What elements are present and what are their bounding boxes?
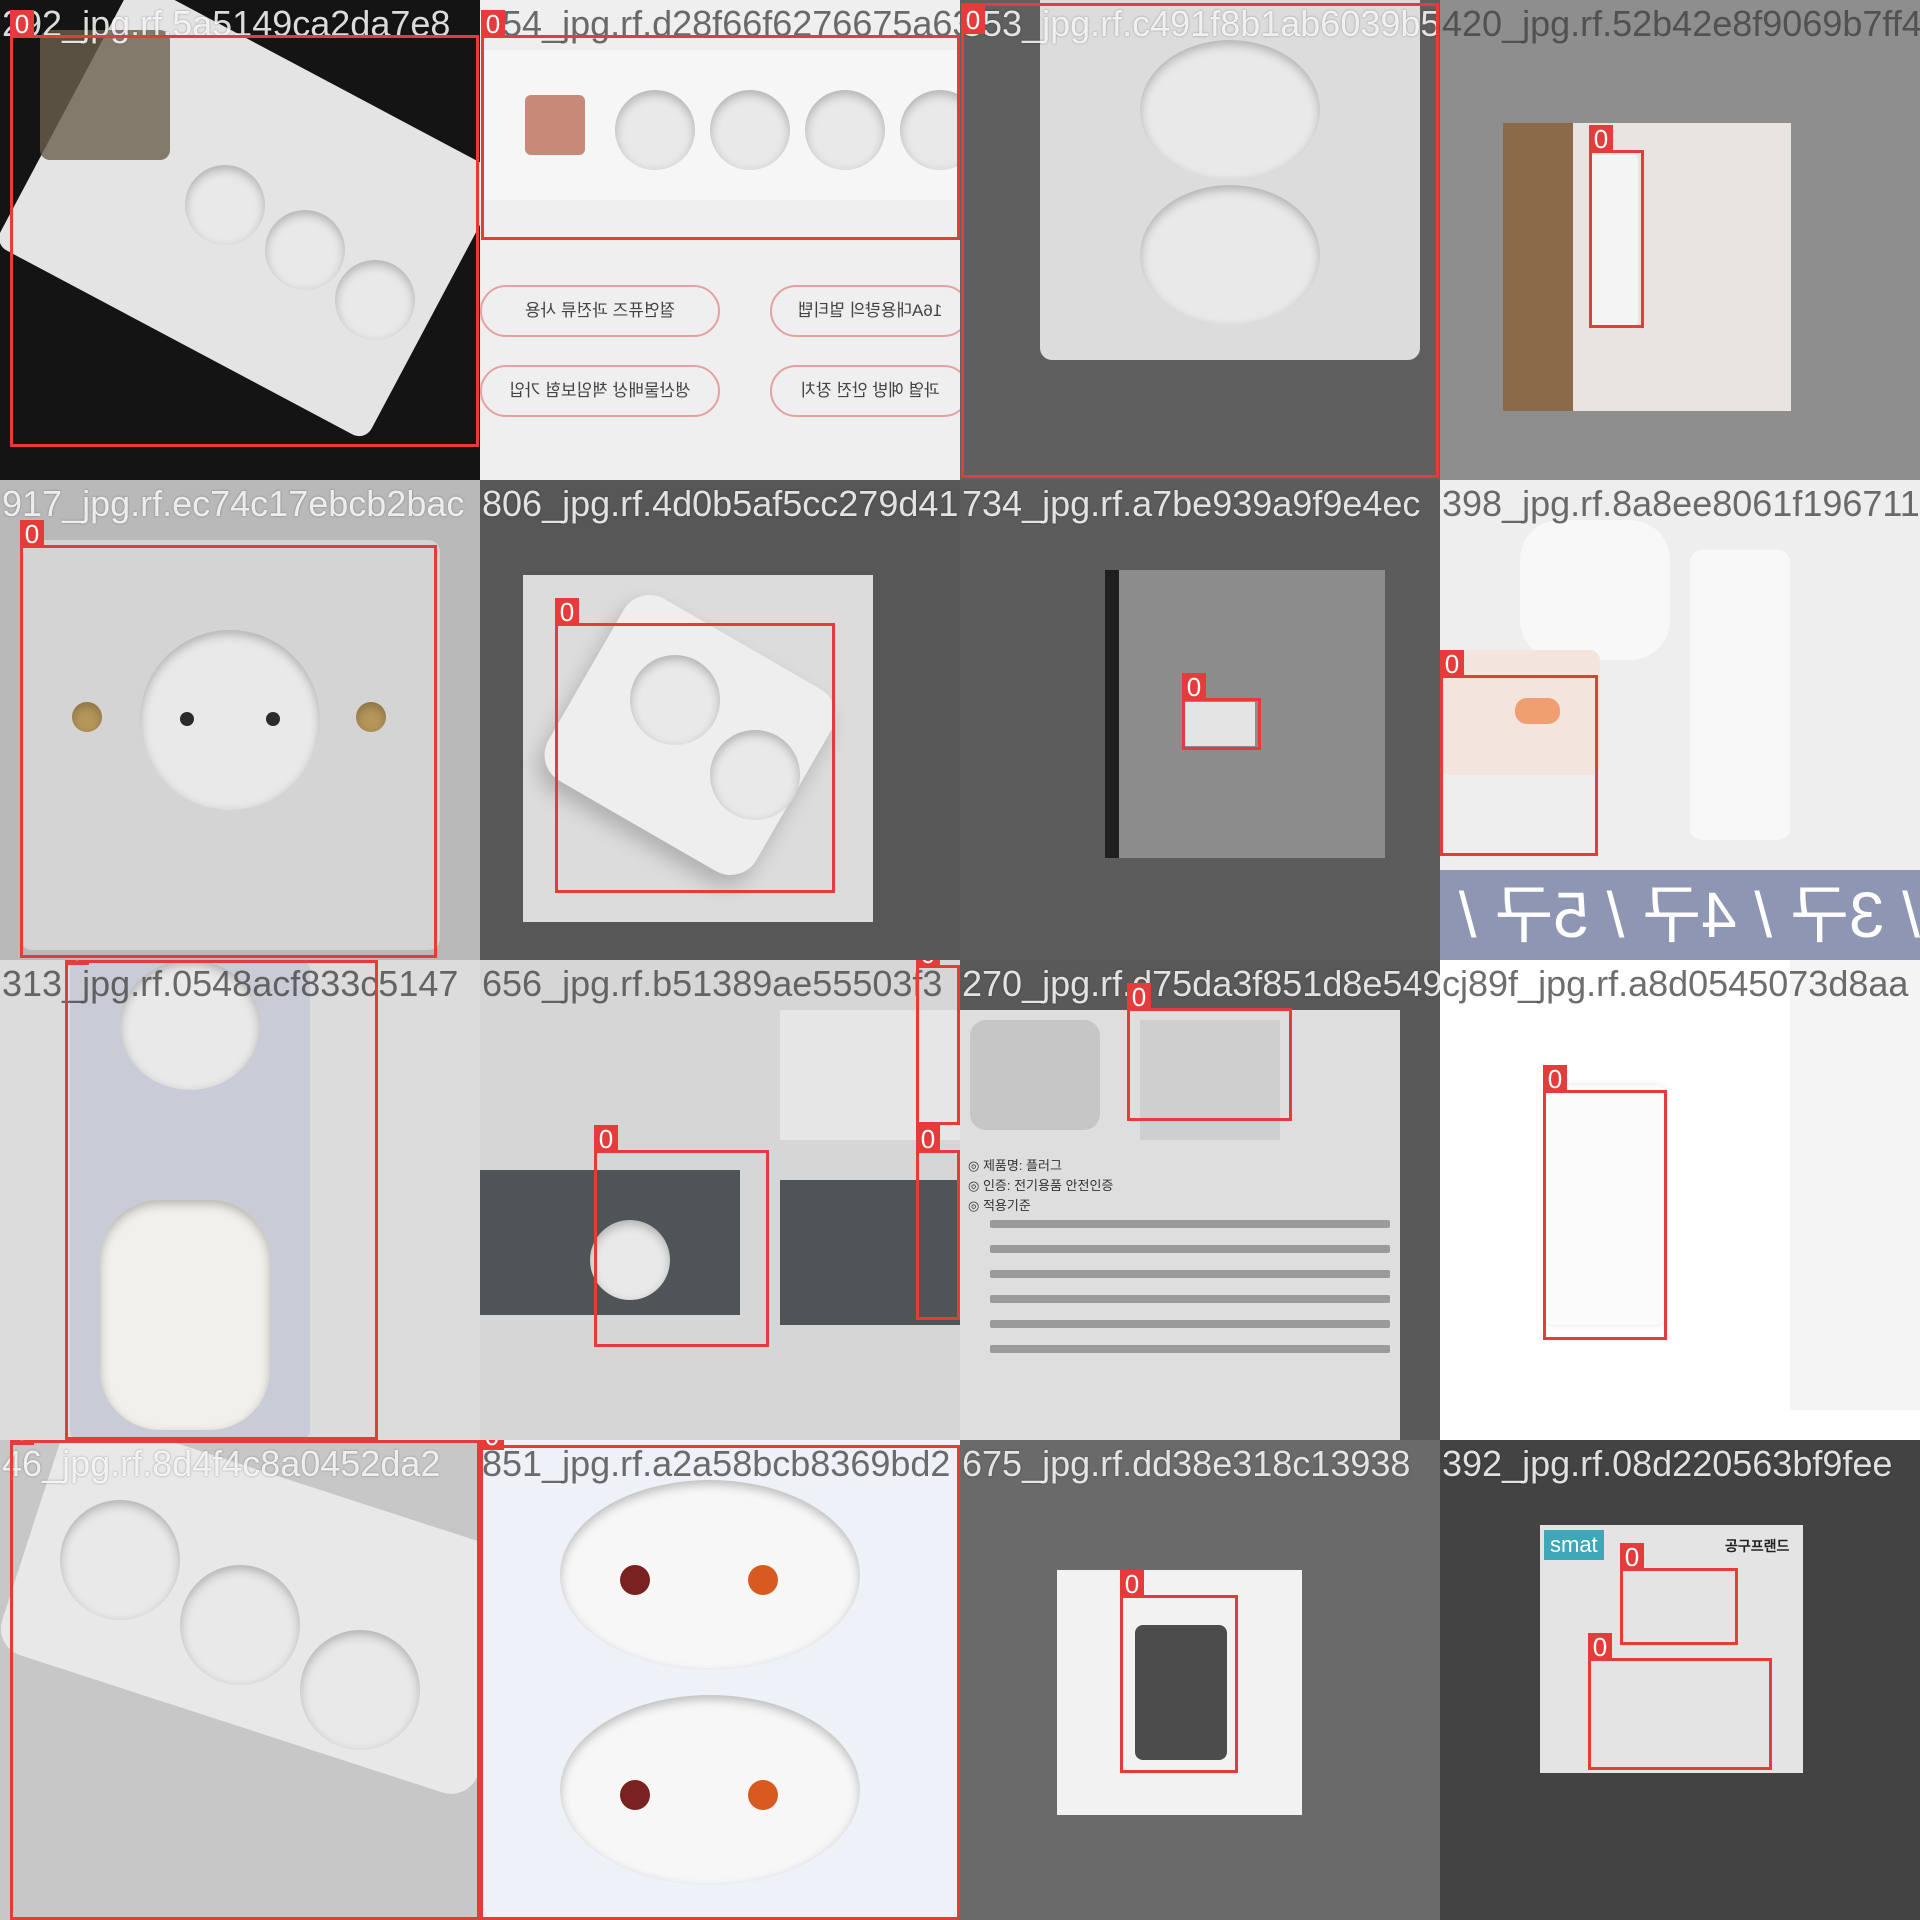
tile-10[interactable]: 656_jpg.rf.b51389ae55503f3 0 0 0 (480, 960, 960, 1440)
class-label: 0 (1440, 650, 1464, 678)
bounding-box: 0 (65, 960, 378, 1440)
plug-adapter (1520, 520, 1670, 660)
bounding-box: 0 (916, 960, 960, 1125)
tile-title: 398_jpg.rf.8a8ee8061f196711 (1442, 483, 1920, 524)
socket-image (560, 1695, 860, 1885)
tile-13[interactable]: 46_jpg.rf.8d4f4c8a0452da2 0 (0, 1440, 480, 1920)
switch-icon (525, 95, 585, 155)
tile-title: 270_jpg.rf.d75da3f851d8e549 (962, 963, 1440, 1004)
tile-11[interactable]: ◎ 제품명: 플러그 ◎ 인증: 전기용품 안전인증 ◎ 적용기준 270_jp… (960, 960, 1440, 1440)
tile-title: 734_jpg.rf.a7be939a9f9e4ec (962, 483, 1421, 524)
product-listing-photo (1540, 1525, 1803, 1773)
tile-title: 353_jpg.rf.c491f8b1ab6039b51 (962, 3, 1440, 44)
socket-image (560, 1480, 860, 1670)
class-label: 0 (481, 10, 505, 38)
tile-14[interactable]: 851_jpg.rf.a2a58bcb8369bd2 0 (480, 1440, 960, 1920)
bounding-box: 0 (480, 1440, 960, 1920)
door-frame (1105, 570, 1119, 858)
tile-16[interactable]: smat 공구프랜드 392_jpg.rf.08d220563bf9fee 0 … (1440, 1440, 1920, 1920)
class-label: 0 (480, 1440, 504, 1450)
class-label: 0 (1127, 983, 1151, 1011)
tile-5[interactable]: 917_jpg.rf.ec74c17ebcb2bac 0 (0, 480, 480, 960)
class-label: 0 (20, 520, 44, 548)
tile-title: 851_jpg.rf.a2a58bcb8369bd2 (482, 1443, 951, 1484)
bounding-box: 0 (10, 10, 479, 447)
bounding-box: 0 (1440, 650, 1598, 856)
bounding-box: 0 (1120, 1570, 1238, 1773)
feature-badge: 생산물배상 책임보험 가입 (480, 365, 720, 417)
bounding-box: 0 (10, 1440, 480, 1920)
tile-title: 806_jpg.rf.4d0b5af5cc279d41 (482, 483, 959, 524)
class-label: 0 (1120, 1570, 1144, 1598)
class-label: 0 (1589, 125, 1613, 153)
power-strip-image (1545, 1085, 1665, 1325)
bounding-box: 0 (1127, 983, 1292, 1121)
class-label: 0 (916, 960, 940, 968)
tile-15[interactable]: 675_jpg.rf.dd38e318c13938 0 (960, 1440, 1440, 1920)
class-label: 0 (10, 10, 34, 38)
class-label: 0 (555, 598, 579, 626)
bounding-box: 0 (481, 10, 960, 240)
bounding-box: 0 (555, 598, 835, 893)
tile-9[interactable]: 313_jpg.rf.0548acf833c5147 0 (0, 960, 480, 1440)
feature-badge: 절연퓨즈 과전류 사용 (480, 285, 720, 337)
dark-panel (780, 1180, 960, 1325)
fuse-cover-image (40, 30, 170, 160)
bounding-box: 0 (20, 520, 437, 958)
plug-image (970, 1020, 1100, 1130)
feature-badge: 16A대용량의 멀티탭 (770, 285, 960, 337)
tile-8[interactable]: / 3구 / 4구 / 5구 / 6 398_jpg.rf.8a8ee8061f… (1440, 480, 1920, 960)
tile-6[interactable]: 806_jpg.rf.4d0b5af5cc279d41 0 (480, 480, 960, 960)
bounding-box: 0 (594, 1125, 769, 1347)
outlet-plate (1590, 155, 1638, 325)
tile-title: 46_jpg.rf.8d4f4c8a0452da2 (2, 1443, 441, 1484)
tile-title: 656_jpg.rf.b51389ae55503f3 (482, 963, 943, 1004)
bounding-box: 0 (961, 3, 1439, 478)
bounding-box: 0 (1620, 1543, 1738, 1645)
furniture-region (1503, 123, 1573, 411)
class-label: 0 (65, 960, 89, 965)
bounding-box: 0 (1588, 1633, 1772, 1770)
tile-title: cj89f_jpg.rf.a8d0545073d8aa (1442, 963, 1909, 1004)
doc-line: ◎ 적용기준 (968, 1198, 1031, 1213)
bounding-box: 0 (916, 1125, 960, 1320)
bounding-box: 0 (1182, 673, 1261, 750)
class-label: 0 (10, 1440, 34, 1445)
tile-title: 675_jpg.rf.dd38e318c13938 (962, 1443, 1411, 1484)
sizes-strip: / 3구 / 4구 / 5구 / 6 (1440, 870, 1920, 960)
tile-1[interactable]: 292_jpg.rf.5a5149ca2da7e8 0 (0, 0, 480, 480)
tile-3[interactable]: 353_jpg.rf.c491f8b1ab6039b51 0 (960, 0, 1440, 480)
class-label: 0 (1620, 1543, 1644, 1571)
doc-line: ◎ 인증: 전기용품 안전인증 (968, 1178, 1114, 1193)
smart-outlet-image (1135, 1625, 1227, 1760)
tile-12[interactable]: cj89f_jpg.rf.a8d0545073d8aa 0 (1440, 960, 1920, 1440)
light-panel (780, 1010, 960, 1140)
class-label: 0 (916, 1125, 940, 1153)
background-edge (1790, 960, 1920, 1410)
plug-in-socket (100, 1200, 270, 1430)
tile-title: 917_jpg.rf.ec74c17ebcb2bac (2, 483, 465, 524)
power-strip (1690, 550, 1790, 840)
feature-badge: 과열 예방 안전 장치 (770, 365, 960, 417)
tile-title: 392_jpg.rf.08d220563bf9fee (1442, 1443, 1893, 1484)
tile-title: 313_jpg.rf.0548acf833c5147 (2, 963, 459, 1004)
class-label: 0 (1182, 673, 1206, 701)
class-label: 0 (594, 1125, 618, 1153)
doc-heading: ◎ 제품명: 플러그 (968, 1158, 1062, 1173)
class-label: 0 (1588, 1633, 1612, 1661)
switch-icon (1515, 698, 1560, 724)
tile-4[interactable]: 420_jpg.rf.52b42e8f9069b7ff48 0 (1440, 0, 1920, 480)
class-label: 0 (1543, 1065, 1567, 1093)
tile-2[interactable]: 절연퓨즈 과전류 사용 16A대용량의 멀티탭 생산물배상 책임보험 가입 과열… (480, 0, 960, 480)
brand-text: 공구프랜드 (1725, 1538, 1790, 1554)
small-outlet (1185, 702, 1255, 746)
bounding-box: 0 (1543, 1065, 1667, 1340)
tile-title: 420_jpg.rf.52b42e8f9069b7ff48 (1442, 3, 1920, 44)
tile-7[interactable]: 734_jpg.rf.a7be939a9f9e4ec 0 (960, 480, 1440, 960)
bounding-box: 0 (1589, 125, 1644, 328)
brand-logo: smat (1544, 1530, 1604, 1560)
class-label: 0 (961, 6, 985, 34)
